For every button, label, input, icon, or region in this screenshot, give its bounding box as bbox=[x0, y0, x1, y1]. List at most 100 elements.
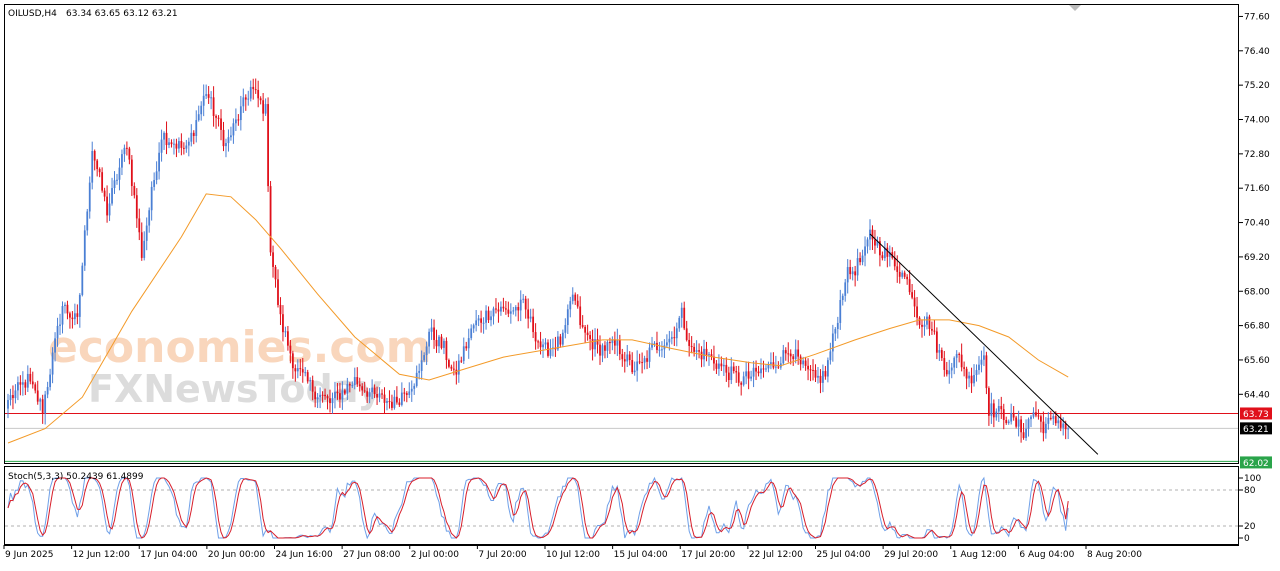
candle-body bbox=[1000, 406, 1003, 410]
candle-body bbox=[106, 196, 108, 216]
candle-body bbox=[678, 317, 681, 329]
candle-body bbox=[923, 324, 926, 327]
candle-body bbox=[279, 304, 282, 315]
candle-body bbox=[487, 310, 490, 321]
candle-body bbox=[1054, 416, 1057, 424]
candle-body bbox=[267, 104, 269, 187]
candle-body bbox=[264, 104, 267, 114]
candle-body bbox=[373, 387, 376, 395]
candle-body bbox=[202, 95, 205, 106]
candle-body bbox=[222, 129, 225, 147]
candle-body bbox=[621, 354, 624, 360]
candle-body bbox=[477, 318, 480, 321]
candle-body bbox=[128, 148, 131, 160]
candle-body bbox=[960, 354, 963, 368]
time-tick-label: 15 Jul 04:00 bbox=[614, 550, 668, 560]
candle-body bbox=[76, 313, 79, 317]
candle-body bbox=[46, 387, 49, 395]
candle-body bbox=[291, 353, 294, 369]
candle-body bbox=[415, 372, 418, 386]
candle-body bbox=[574, 294, 577, 301]
candle-body bbox=[888, 252, 891, 257]
candle-body bbox=[978, 364, 980, 371]
candle-body bbox=[534, 332, 537, 342]
horizontal-levels bbox=[5, 412, 1238, 462]
candle-body bbox=[787, 353, 790, 355]
candle-body bbox=[262, 100, 265, 114]
price-tick-label: 66.80 bbox=[1244, 322, 1270, 332]
candle-body bbox=[648, 347, 651, 362]
candle-body bbox=[576, 300, 579, 307]
candle-body bbox=[180, 141, 183, 148]
candle-body bbox=[480, 318, 483, 323]
candle-body bbox=[606, 341, 609, 351]
watermark-brand-bottom: FXNewsToday bbox=[88, 367, 382, 411]
price-tick-label: 70.40 bbox=[1244, 219, 1270, 229]
stoch-tick-label: 100 bbox=[1244, 474, 1261, 484]
candle-body bbox=[346, 384, 349, 394]
candle-body bbox=[388, 401, 391, 403]
candle-body bbox=[244, 97, 247, 100]
candle-body bbox=[1047, 417, 1050, 424]
time-tick-label: 2 Jul 00:00 bbox=[411, 550, 460, 560]
candle-body bbox=[413, 385, 416, 389]
candle-body bbox=[252, 86, 255, 90]
candle-body bbox=[111, 188, 113, 204]
candle-body bbox=[425, 346, 428, 356]
candle-body bbox=[386, 401, 388, 403]
candle-body bbox=[178, 141, 180, 149]
candle-body bbox=[829, 351, 832, 361]
candle-body bbox=[1067, 428, 1070, 430]
candle-body bbox=[14, 390, 17, 399]
candle-body bbox=[212, 97, 215, 116]
time-axis: 9 Jun 2025 12 Jun 12:00 17 Jun 04:00 20 Jun… bbox=[3, 545, 1142, 560]
candle-body bbox=[618, 339, 621, 355]
candle-body bbox=[1035, 412, 1037, 416]
candle-body bbox=[881, 255, 884, 259]
candle-body bbox=[1040, 416, 1042, 422]
candle-body bbox=[774, 366, 777, 368]
candle-body bbox=[839, 300, 842, 323]
candle-body bbox=[594, 339, 596, 350]
candle-body bbox=[849, 267, 852, 275]
candle-body bbox=[284, 331, 287, 333]
ohlc-label: 63.34 63.65 63.12 63.21 bbox=[66, 9, 178, 19]
candle-body bbox=[928, 316, 931, 329]
candle-body bbox=[49, 374, 52, 388]
candle-body bbox=[926, 316, 928, 325]
candle-body bbox=[938, 350, 941, 353]
candle-body bbox=[331, 398, 334, 404]
shift-marker-icon[interactable] bbox=[1069, 5, 1081, 11]
candle-body bbox=[376, 394, 378, 398]
candle-body bbox=[19, 382, 22, 385]
candle-body bbox=[626, 354, 629, 362]
candle-body bbox=[1059, 420, 1062, 428]
candle-body bbox=[103, 190, 106, 197]
candle-body bbox=[9, 395, 12, 401]
time-tick-label: 17 Jul 20:00 bbox=[681, 550, 735, 560]
candle-body bbox=[586, 332, 589, 336]
candle-body bbox=[945, 369, 948, 375]
candle-body bbox=[851, 271, 854, 275]
candle-body bbox=[794, 349, 797, 360]
candle-body bbox=[405, 393, 408, 395]
candle-body bbox=[777, 366, 780, 368]
candle-body bbox=[970, 375, 973, 384]
symbol-label: OILUSD,H4 bbox=[8, 9, 57, 19]
time-tick-label: 27 Jun 08:00 bbox=[343, 550, 400, 560]
candle-body bbox=[210, 97, 213, 99]
candle-body bbox=[311, 380, 314, 392]
candle-body bbox=[296, 368, 299, 372]
price-tick-label: 77.60 bbox=[1244, 12, 1270, 22]
candle-body bbox=[720, 363, 723, 367]
candle-body bbox=[631, 360, 634, 373]
candle-body bbox=[591, 338, 594, 350]
price-tick-label: 65.60 bbox=[1244, 356, 1270, 366]
candle-body bbox=[150, 186, 153, 211]
candle-body bbox=[514, 307, 517, 311]
candle-body bbox=[809, 369, 812, 371]
candle-body bbox=[898, 271, 901, 277]
candle-body bbox=[695, 350, 698, 352]
candle-body bbox=[824, 371, 827, 377]
candle-body bbox=[705, 348, 708, 356]
